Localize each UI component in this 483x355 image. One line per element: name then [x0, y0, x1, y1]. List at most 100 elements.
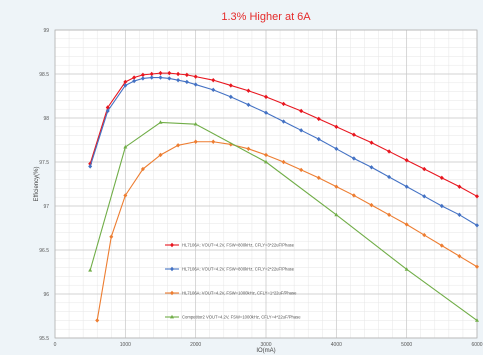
data-point [334, 146, 339, 151]
data-point [193, 121, 198, 126]
data-point [158, 120, 163, 124]
data-point [422, 232, 427, 238]
legend-marker [170, 266, 174, 272]
data-point [228, 94, 233, 100]
legend-label: HL7106A: VOUT=4.2V, FSW=800kHz, CFLY=3*2… [182, 243, 295, 248]
data-point [158, 75, 163, 80]
data-point [211, 77, 216, 83]
data-point [299, 128, 304, 133]
data-point [176, 77, 181, 83]
data-point [264, 110, 268, 115]
legend-entry: HL7106A: VOUT=4.2V, FSW=800kHz, CFLY=2*2… [165, 267, 295, 272]
data-point [457, 212, 462, 217]
y-tick-label: 97.5 [39, 160, 49, 166]
data-point [299, 108, 304, 114]
data-point [158, 70, 163, 76]
data-point [404, 184, 409, 189]
data-point [140, 72, 145, 78]
series-2 [88, 75, 479, 228]
x-tick-label: 6000 [471, 342, 482, 348]
legend-label: Competitor2 VOUT=4.2V, FSW=1000kHz, CFLY… [182, 315, 301, 320]
data-point [387, 174, 392, 180]
axes: 0 1000 2000 3000 4000 5000 6000 95.5 96 96.5 97 97.… [39, 28, 483, 348]
data-point [439, 203, 444, 209]
data-point [140, 76, 145, 81]
legend-label: HL7106A: VOUT=4.2V, FSW=1000kHz, CFLY=1*… [182, 291, 297, 296]
data-point [316, 136, 321, 142]
legend-marker [170, 242, 174, 248]
data-point [281, 101, 286, 107]
data-point [167, 76, 172, 81]
y-tick-label: 98.5 [39, 72, 49, 78]
data-point [439, 243, 444, 248]
data-point [475, 194, 479, 199]
x-tick-label: 3000 [260, 342, 271, 348]
x-tick-label: 5000 [401, 342, 412, 348]
data-point [105, 108, 110, 114]
data-point [132, 75, 137, 80]
data-point [404, 222, 409, 227]
series-line [89, 121, 478, 321]
series-4 [88, 120, 479, 322]
data-point [369, 202, 374, 208]
x-tick-label: 4000 [331, 342, 342, 348]
y-tick-label: 97 [43, 204, 49, 210]
grid-lines [54, 29, 478, 339]
legend-entry: HL7106A: VOUT=4.2V, FSW=800kHz, CFLY=3*2… [165, 243, 295, 248]
y-axis-title: Efficiency(%) [34, 167, 40, 202]
data-point [149, 71, 154, 77]
data-point [246, 102, 251, 107]
series-lines [88, 70, 479, 323]
data-point [246, 146, 251, 151]
data-point [123, 79, 128, 85]
data-point [176, 143, 181, 148]
series-3 [95, 139, 479, 323]
data-point [281, 119, 286, 124]
y-tick-label: 99 [43, 28, 49, 34]
data-point [334, 124, 339, 129]
data-point [149, 75, 154, 80]
data-point [264, 94, 268, 100]
legend-marker [170, 290, 174, 296]
data-point [123, 144, 128, 149]
data-point [109, 234, 114, 239]
y-tick-label: 95.5 [39, 336, 49, 342]
data-point [132, 78, 137, 84]
data-point [475, 264, 479, 269]
data-point [193, 139, 198, 144]
data-point [184, 72, 189, 78]
data-point [95, 318, 100, 323]
data-point [334, 212, 339, 217]
data-point [387, 212, 392, 217]
data-point [211, 139, 216, 144]
data-point [299, 167, 304, 173]
x-tick-label: 2000 [190, 342, 201, 348]
data-point [439, 175, 444, 181]
plot-border [54, 29, 478, 339]
chart-title: 1.3% Higher at 6A [221, 11, 311, 23]
data-point [369, 140, 374, 145]
data-point [281, 159, 286, 165]
data-point [351, 156, 356, 161]
data-point [123, 193, 128, 198]
data-point [246, 88, 251, 93]
data-point [316, 116, 321, 122]
data-point [316, 175, 321, 181]
legend-marker [170, 314, 174, 319]
data-point [123, 83, 128, 88]
data-point [193, 82, 198, 87]
data-point [88, 164, 93, 169]
x-tick-label: 1000 [120, 342, 131, 348]
data-point [475, 223, 479, 228]
data-point [184, 79, 189, 85]
data-point [351, 193, 356, 198]
data-point [158, 152, 163, 158]
y-tick-label: 98 [43, 116, 49, 122]
data-point [404, 267, 409, 271]
y-tick-label: 96.5 [39, 248, 49, 254]
data-point [140, 166, 145, 172]
legend: HL7106A: VOUT=4.2V, FSW=800kHz, CFLY=3*2… [165, 243, 301, 320]
data-point [422, 166, 427, 172]
